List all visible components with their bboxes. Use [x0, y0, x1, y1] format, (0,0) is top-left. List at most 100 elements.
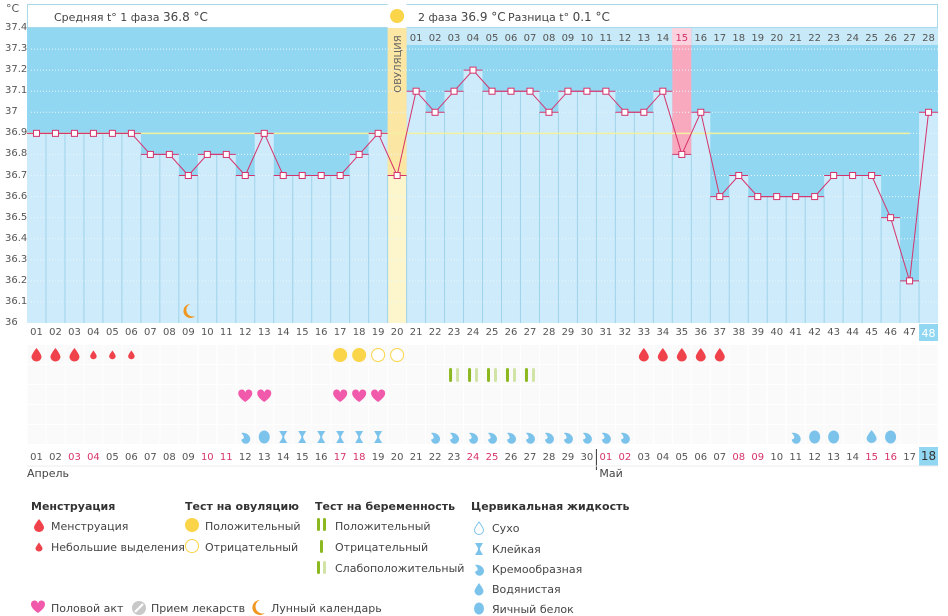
marker-cell [824, 365, 843, 384]
cycle-day-label: 06 [125, 327, 138, 338]
cycle-day-label: 21 [409, 327, 423, 338]
legend-pregnancy-positive: Положительный [335, 520, 431, 533]
cycle-day-label: 09 [181, 327, 195, 338]
marker-cell [786, 385, 805, 404]
temperature-bar [482, 91, 502, 323]
top-day-label: 11 [599, 33, 613, 44]
marker-cell [710, 385, 729, 404]
temperature-point [412, 87, 420, 95]
temperature-bar [596, 91, 616, 323]
cycle-day-label: 10 [200, 327, 214, 338]
y-tick-label: 36 [5, 317, 18, 328]
cycle-day-label: 40 [770, 327, 784, 338]
marker-cell [881, 405, 900, 424]
cycle-day-label: 01 [30, 327, 43, 338]
cervical-creamy-icon [506, 432, 516, 444]
temperature-point [925, 108, 933, 116]
cervical-creamy-icon [475, 564, 485, 576]
temperature-difference: Разница t° 0.1 °C [508, 10, 610, 24]
pregnancy-test-line-icon [512, 368, 516, 382]
marker-cell [122, 385, 141, 404]
temperature-bar [786, 196, 806, 323]
legend-cervical-watery: Водянистая [492, 583, 561, 596]
temperature-point [108, 129, 116, 137]
marker-cell [672, 385, 691, 404]
ovulation-sun-icon [390, 9, 405, 23]
cervical-sticky-icon [279, 431, 288, 443]
marker-cell [691, 365, 710, 384]
marker-cell [179, 405, 198, 424]
calendar-date-label: 16 [314, 452, 328, 463]
top-day-label: 13 [637, 33, 651, 44]
menstruation-drop-icon [50, 348, 61, 362]
calendar-date-label: 15 [865, 452, 878, 463]
cervical-watery-icon [474, 583, 484, 596]
marker-cell [445, 365, 464, 384]
marker-cell [426, 365, 445, 384]
marker-cell [426, 385, 445, 404]
legend-ovulation-negative: Отрицательный [205, 541, 299, 554]
y-tick-label: 37 [5, 106, 18, 118]
marker-cell [179, 425, 198, 444]
marker-cell [767, 345, 786, 364]
temperature-point [336, 172, 344, 179]
ovulation-negative-icon [371, 348, 386, 362]
marker-cell [729, 405, 748, 424]
calendar-date-label: 12 [808, 452, 822, 463]
ovulation-positive-icon [185, 518, 199, 532]
marker-cell [843, 405, 862, 424]
top-day-label: 25 [865, 33, 878, 44]
temperature-point [450, 87, 458, 95]
cycle-day-label: 22 [428, 327, 442, 338]
temperature-bar [254, 133, 274, 323]
marker-cell [558, 405, 577, 424]
temperature-point [640, 108, 648, 116]
pregnancy-test-line-icon [449, 368, 453, 382]
marker-cell [805, 345, 824, 364]
temperature-point [545, 108, 553, 116]
cycle-day-label: 18 [352, 327, 366, 338]
temperature-point [564, 87, 572, 95]
marker-cell [46, 385, 65, 404]
y-tick-label: 36.6 [5, 190, 28, 202]
phase2-label: 2 фаза [418, 11, 458, 24]
spotting-drop-icon [35, 542, 43, 552]
marker-cell [672, 365, 691, 384]
calendar-date-label: 10 [200, 452, 214, 463]
pregnancy-test-line-icon [475, 368, 479, 382]
marker-cell [160, 365, 179, 384]
marker-cell [710, 405, 729, 424]
cervical-creamy-icon [582, 432, 592, 444]
cervical-eggwhite-icon [474, 602, 484, 615]
temperature-bar [102, 133, 122, 323]
calendar-date-label: 06 [125, 452, 138, 463]
cycle-day-label: 31 [599, 327, 613, 338]
y-tick-label: 36.4 [5, 232, 28, 244]
calendar-date-label: 17 [903, 452, 916, 463]
cervical-eggwhite-icon [828, 430, 840, 444]
marker-cell [236, 345, 255, 364]
temperature-bar [311, 175, 331, 323]
legend-intercourse: Половой акт [51, 602, 124, 615]
marker-cell [407, 345, 426, 364]
y-tick-label: 37.2 [5, 64, 28, 76]
calendar-date-label: 22 [428, 452, 442, 463]
cycle-day-label: 19 [371, 327, 385, 338]
moon-icon [183, 304, 196, 318]
marker-cell [84, 425, 103, 444]
marker-cell [236, 365, 255, 384]
calendar-date-label: 17 [333, 452, 347, 463]
marker-cell [236, 405, 255, 424]
marker-cell [407, 365, 426, 384]
cycle-day-label: 42 [808, 327, 822, 338]
top-day-label: 04 [466, 33, 480, 44]
marker-cell [274, 365, 293, 384]
calendar-date-label: 20 [390, 452, 404, 463]
temperature-bar [330, 175, 350, 323]
marker-cell [160, 385, 179, 404]
marker-cell [919, 405, 938, 424]
marker-cell [786, 345, 805, 364]
marker-cell [596, 405, 615, 424]
marker-cell [160, 405, 179, 424]
marker-cell [919, 425, 938, 444]
